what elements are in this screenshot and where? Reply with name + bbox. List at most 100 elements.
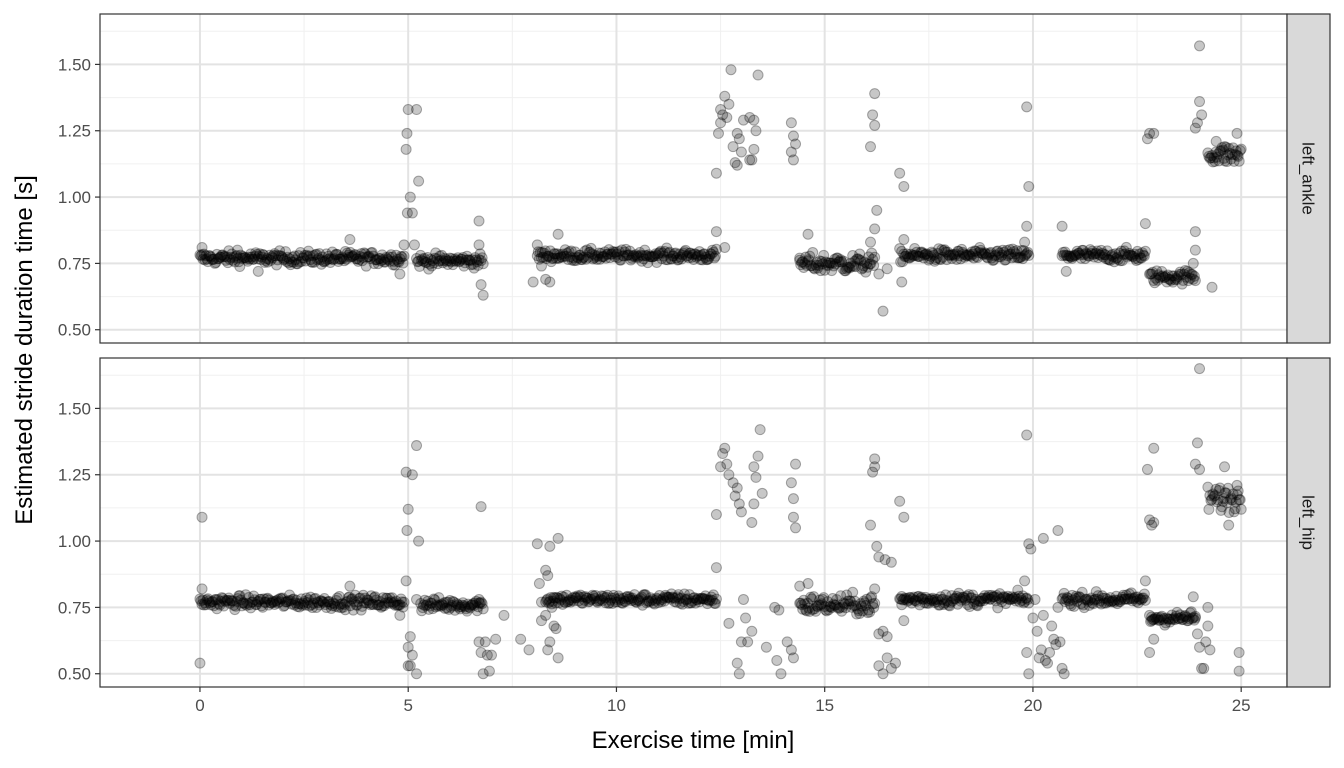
data-point: [655, 245, 667, 257]
data-point: [626, 595, 638, 607]
data-point: [1004, 594, 1016, 606]
data-point: [535, 615, 547, 627]
data-point: [328, 253, 340, 265]
data-point: [1149, 613, 1161, 625]
data-point: [964, 600, 976, 612]
data-point: [737, 114, 749, 126]
data-point: [331, 592, 343, 604]
data-point: [1222, 149, 1234, 161]
data-point: [961, 590, 973, 602]
data-point: [719, 442, 731, 454]
data-point: [936, 594, 948, 606]
data-point: [801, 259, 813, 271]
data-point: [572, 590, 584, 602]
data-point: [372, 599, 384, 611]
data-points: [194, 363, 1247, 680]
data-point: [515, 633, 527, 645]
data-point: [1118, 245, 1130, 257]
data-point: [424, 258, 436, 270]
data-point: [1136, 592, 1148, 604]
data-point: [298, 596, 310, 608]
data-point: [860, 600, 872, 612]
data-point: [644, 596, 656, 608]
data-point: [721, 458, 733, 470]
data-point: [548, 591, 560, 603]
data-point: [352, 255, 364, 267]
data-point: [1094, 595, 1106, 607]
data-point: [240, 252, 252, 264]
data-point: [594, 594, 606, 606]
data-point: [977, 248, 989, 260]
data-point: [836, 256, 848, 268]
data-point: [911, 595, 923, 607]
data-point: [263, 253, 275, 265]
facet-strip-background: [1286, 13, 1331, 344]
data-point: [239, 251, 251, 263]
data-point: [599, 246, 611, 258]
data-point: [748, 498, 760, 510]
data-point: [802, 255, 814, 267]
data-point: [1096, 590, 1108, 602]
data-point: [835, 590, 847, 602]
data-point: [934, 253, 946, 265]
data-point: [411, 104, 423, 116]
data-point: [1189, 458, 1201, 470]
data-point: [212, 253, 224, 265]
data-point: [1150, 272, 1162, 284]
data-point: [245, 248, 257, 260]
data-point: [1052, 524, 1064, 536]
data-point: [946, 252, 958, 264]
data-point: [1148, 614, 1160, 626]
data-point: [999, 591, 1011, 603]
data-point: [867, 466, 879, 478]
data-point: [698, 593, 710, 605]
data-point: [1013, 252, 1025, 264]
data-point: [540, 253, 552, 265]
data-point: [885, 556, 897, 568]
data-point: [1162, 613, 1174, 625]
data-point: [616, 597, 628, 609]
data-point: [1141, 463, 1153, 475]
data-point: [824, 257, 836, 269]
data-point: [1093, 248, 1105, 260]
data-point: [209, 594, 221, 606]
data-point: [1107, 251, 1119, 263]
data-point: [350, 253, 362, 265]
data-point: [692, 592, 704, 604]
data-point: [588, 590, 600, 602]
data-point: [444, 595, 456, 607]
data-point: [344, 234, 356, 246]
data-point: [1115, 593, 1127, 605]
data-point: [643, 595, 655, 607]
data-point: [474, 248, 486, 260]
data-point: [299, 599, 311, 611]
data-point: [1179, 264, 1191, 276]
data-point: [567, 252, 579, 264]
y-tick-label: 0.75: [58, 598, 91, 617]
data-point: [250, 599, 262, 611]
data-point: [592, 250, 604, 262]
data-point: [908, 250, 920, 262]
data-point: [455, 253, 467, 265]
data-point: [677, 249, 689, 261]
data-point: [391, 599, 403, 611]
data-point: [540, 609, 552, 621]
data-point: [371, 599, 383, 611]
data-point: [266, 597, 278, 609]
data-point: [957, 246, 969, 258]
data-point: [836, 605, 848, 617]
panel-background: [100, 14, 1287, 343]
data-point: [856, 263, 868, 275]
data-point: [660, 591, 672, 603]
data-point: [584, 595, 596, 607]
data-point: [684, 247, 696, 259]
data-point: [1095, 244, 1107, 256]
data-point: [261, 593, 273, 605]
data-point: [374, 253, 386, 265]
data-point: [794, 254, 806, 266]
data-point: [1086, 597, 1098, 609]
data-point: [1146, 611, 1158, 623]
data-point: [206, 253, 218, 265]
data-point: [848, 600, 860, 612]
data-point: [723, 98, 735, 110]
